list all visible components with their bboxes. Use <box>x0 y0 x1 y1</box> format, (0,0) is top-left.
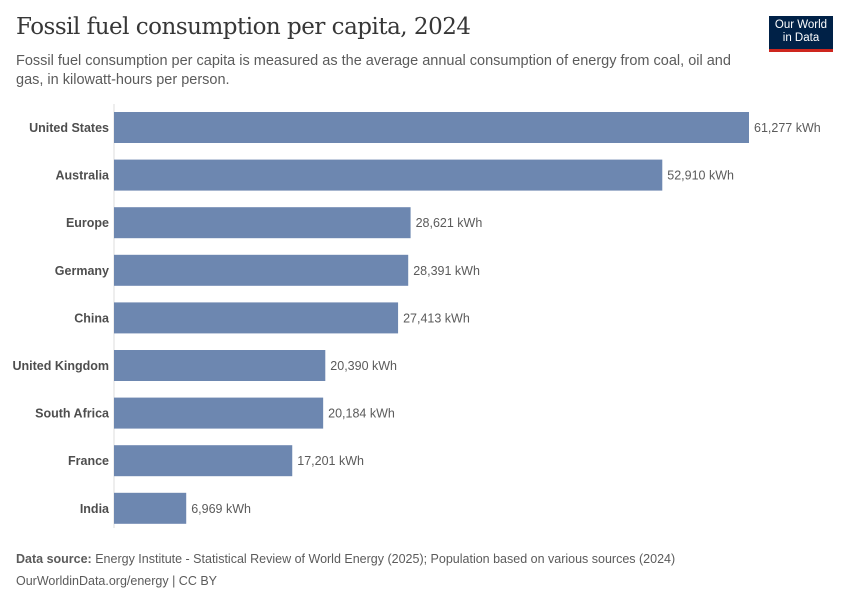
value-label: 27,413 kWh <box>403 311 470 325</box>
chart-subtitle: Fossil fuel consumption per capita is me… <box>16 53 731 88</box>
value-label: 20,390 kWh <box>330 359 397 373</box>
category-label: United States <box>29 121 109 135</box>
category-label: Europe <box>66 216 109 230</box>
value-label: 52,910 kWh <box>667 169 734 183</box>
bar[interactable] <box>114 254 409 286</box>
source-url[interactable]: OurWorldinData.org/energy | CC BY <box>16 574 218 588</box>
category-label: Australia <box>56 169 111 183</box>
value-label: 6,969 kWh <box>191 502 251 516</box>
value-label: 28,621 kWh <box>416 216 483 230</box>
category-label: China <box>74 311 110 325</box>
bar-chart: United States 61,277 kWh Australia 52,910 k… <box>12 104 821 528</box>
category-label: Germany <box>55 264 109 278</box>
owid-logo[interactable]: Our World in Data <box>769 16 833 52</box>
bar[interactable] <box>114 207 411 239</box>
bar[interactable] <box>114 350 326 381</box>
category-label: India <box>80 502 110 516</box>
chart-title: Fossil fuel consumption per capita, 2024 <box>16 14 471 40</box>
bar[interactable] <box>114 445 293 477</box>
category-label: France <box>68 454 109 468</box>
value-label: 28,391 kWh <box>413 264 480 278</box>
category-label: South Africa <box>35 407 110 421</box>
footer: Data source: Energy Institute - Statisti… <box>16 548 675 592</box>
bar[interactable] <box>114 159 663 191</box>
bar[interactable] <box>114 397 324 429</box>
source-text: Energy Institute - Statistical Review of… <box>95 552 676 566</box>
bar[interactable] <box>114 302 399 334</box>
value-label: 61,277 kWh <box>754 121 821 135</box>
bar[interactable] <box>114 112 749 143</box>
bar[interactable] <box>114 492 187 524</box>
value-label: 20,184 kWh <box>328 407 395 421</box>
value-label: 17,201 kWh <box>297 454 364 468</box>
source-label: Data source: <box>16 552 92 566</box>
category-label: United Kingdom <box>12 359 109 373</box>
